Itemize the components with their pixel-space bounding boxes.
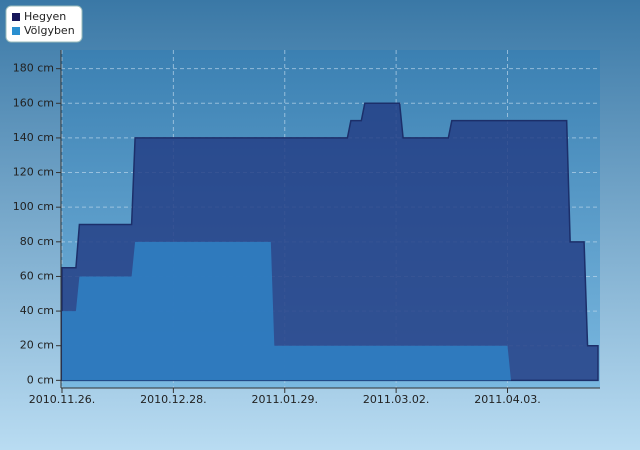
x-tick-label: 2010.12.28. bbox=[140, 393, 206, 406]
y-tick-label: 140 cm bbox=[13, 131, 54, 144]
y-tick-label: 60 cm bbox=[20, 269, 54, 282]
y-tick-label: 80 cm bbox=[20, 235, 54, 248]
x-tick-label: 2011.03.02. bbox=[363, 393, 429, 406]
y-tick-label: 160 cm bbox=[13, 96, 54, 109]
legend-box bbox=[5, 5, 83, 43]
x-tick-label: 2010.11.26. bbox=[29, 393, 95, 406]
legend-label: Völgyben bbox=[24, 24, 75, 37]
area bbox=[62, 241, 511, 381]
y-tick-label: 40 cm bbox=[20, 304, 54, 317]
y-tick-label: 120 cm bbox=[13, 166, 54, 179]
x-tick-label: 2011.04.03. bbox=[474, 393, 540, 406]
y-tick-label: 180 cm bbox=[13, 62, 54, 75]
legend-swatch bbox=[12, 27, 20, 35]
legend-swatch bbox=[12, 13, 20, 21]
y-tick-label: 20 cm bbox=[20, 339, 54, 352]
legend-label: Hegyen bbox=[24, 10, 66, 23]
y-tick-label: 0 cm bbox=[27, 373, 54, 386]
x-tick-label: 2011.01.29. bbox=[252, 393, 318, 406]
y-tick-label: 100 cm bbox=[13, 200, 54, 213]
